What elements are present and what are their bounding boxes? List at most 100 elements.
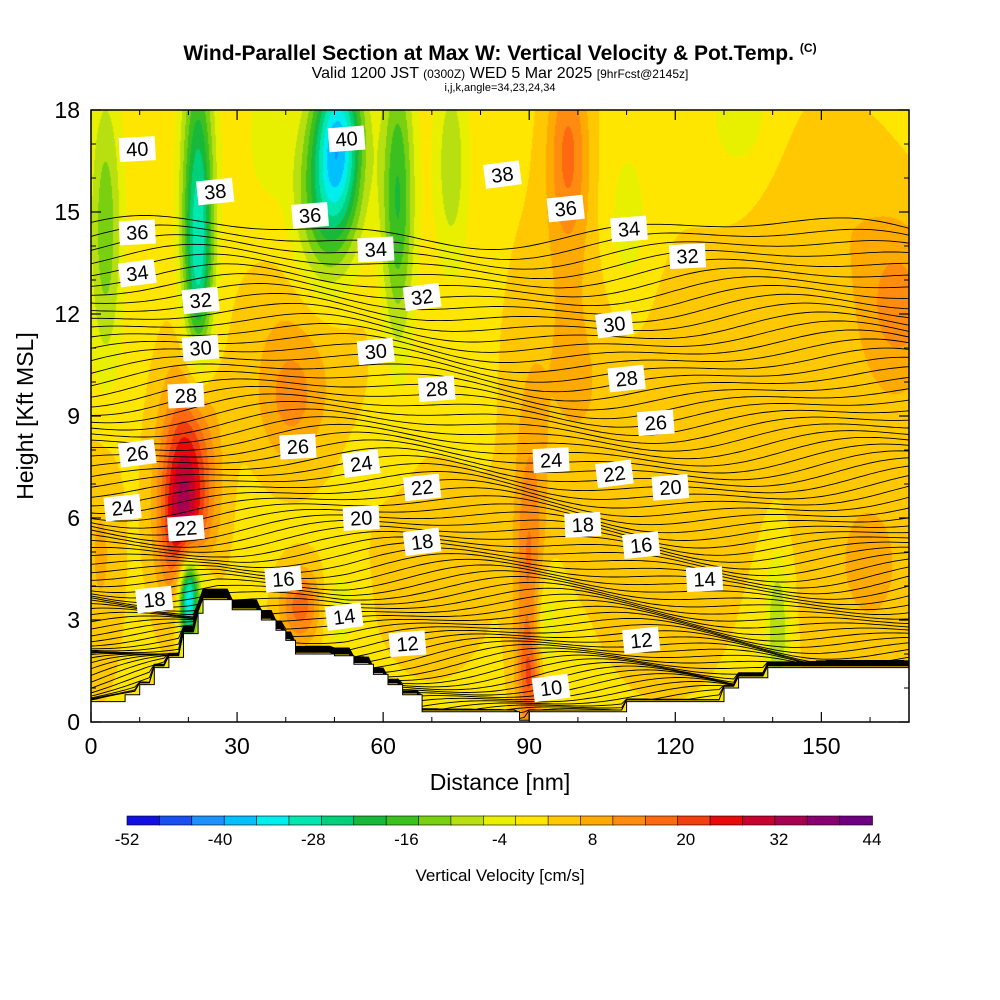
theta-label-text: 18 — [142, 588, 166, 612]
theta-label-text: 24 — [110, 497, 134, 521]
theta-label: 38 — [482, 160, 522, 189]
colorbar-swatch — [839, 815, 873, 826]
isentrope-line — [91, 385, 909, 420]
colorbar-swatch — [321, 815, 355, 826]
theta-label: 20 — [651, 474, 690, 501]
y-tick-label: 9 — [67, 403, 80, 429]
theta-label-text: 32 — [676, 246, 699, 269]
theta-label-box — [622, 626, 661, 655]
theta-label-box — [324, 602, 364, 631]
theta-label-box — [531, 673, 571, 703]
colorbar-swatch — [223, 815, 258, 826]
isentrope-line — [91, 479, 909, 515]
colorbar: -52 -40 -28 -16 -4 8 20 32 44 — [115, 815, 882, 849]
isentrope-line — [91, 525, 909, 556]
x-axis-label: Distance [nm] — [430, 769, 571, 795]
theta-label-box — [279, 433, 317, 460]
theta-label-text: 22 — [410, 476, 434, 500]
isentrope-line — [91, 487, 909, 522]
theta-label: 10 — [531, 673, 571, 703]
isentrope-line — [91, 263, 909, 298]
theta-label-text: 28 — [614, 367, 638, 391]
colorbar-swatch — [191, 815, 225, 826]
theta-label-box — [388, 630, 427, 658]
colorbar-swatch — [612, 815, 647, 826]
theta-label-text: 20 — [659, 477, 683, 501]
theta-label-text: 12 — [396, 633, 420, 657]
theta-label: 34 — [357, 236, 395, 263]
x-tick-label: 30 — [224, 733, 250, 759]
theta-label-box — [181, 286, 220, 315]
colorbar-swatch — [256, 815, 290, 826]
isentrope-line — [91, 408, 909, 444]
colorbar-label: Vertical Velocity [cm/s] — [415, 866, 584, 885]
isentrope-line — [91, 564, 909, 600]
x-tick-label: 120 — [656, 733, 694, 759]
colorbar-tick-label: 20 — [676, 830, 695, 849]
theta-label-box — [594, 459, 634, 489]
main-title: Wind-Parallel Section at Max W: Vertical… — [183, 41, 817, 65]
theta-label-text: 14 — [693, 569, 716, 592]
theta-label: 20 — [342, 505, 380, 531]
theta-label-box — [668, 243, 707, 270]
colorbar-swatch — [709, 815, 744, 826]
colorbar-swatch — [742, 815, 776, 826]
theta-label: 26 — [117, 439, 157, 468]
theta-label: 24 — [341, 449, 381, 478]
colorbar-swatch — [418, 815, 452, 826]
chart-titles: Wind-Parallel Section at Max W: Vertical… — [0, 36, 1000, 94]
theta-label: 40 — [327, 125, 366, 153]
colorbar-swatch — [547, 815, 582, 826]
theta-label-box — [196, 177, 235, 206]
theta-label-text: 30 — [189, 337, 213, 361]
isentrope-line — [91, 581, 909, 616]
theta-label-box — [417, 375, 456, 403]
isentrope-line — [91, 243, 909, 280]
colorbar-tick-label: 8 — [588, 830, 597, 849]
theta-label-text: 24 — [539, 450, 562, 473]
isentrope-line — [91, 431, 909, 467]
colorbar-swatch — [677, 815, 711, 826]
isentrope-line — [91, 366, 909, 402]
theta-label: 22 — [167, 514, 205, 542]
theta-label-text: 32 — [410, 286, 435, 311]
isentrope-line — [91, 356, 909, 393]
colorbar-tick-label: -4 — [492, 830, 507, 849]
colorbar-tick-label: 44 — [863, 830, 882, 849]
theta-label: 36 — [546, 194, 585, 223]
theta-label: 28 — [607, 364, 646, 393]
isentrope-line — [91, 329, 909, 363]
theta-label-box — [167, 382, 205, 409]
copyright-mark: (C) — [799, 41, 817, 55]
theta-label: 32 — [668, 243, 707, 270]
theta-label: 36 — [118, 219, 156, 246]
theta-label: 18 — [564, 511, 602, 538]
isentrope-line — [91, 215, 909, 250]
theta-label: 26 — [636, 409, 675, 437]
theta-label-text: 36 — [298, 205, 322, 229]
theta-label: 12 — [388, 630, 427, 658]
colorbar-tick-label: -16 — [394, 830, 419, 849]
isentrope-line — [91, 234, 909, 270]
theta-label-text: 36 — [554, 197, 578, 221]
colorbar-swatch — [353, 815, 387, 826]
isentrope-line — [91, 542, 909, 577]
isentrope-line — [91, 401, 909, 436]
theta-label-text: 38 — [203, 180, 227, 204]
theta-label-text: 18 — [571, 514, 594, 537]
colorbar-swatch — [288, 815, 323, 826]
isentrope-line — [91, 302, 909, 332]
colorbar-swatch — [450, 815, 485, 826]
theta-label: 22 — [402, 473, 442, 502]
theta-label: 30 — [594, 309, 634, 339]
isentrope-line — [91, 224, 909, 260]
isentrope-line — [91, 376, 909, 411]
isentrope-line — [91, 547, 909, 583]
theta-label-text: 16 — [271, 568, 295, 592]
theta-label-text: 12 — [629, 629, 653, 653]
x-axis-ticks: 0 30 60 90 120 150 — [85, 110, 871, 759]
theta-label: 28 — [167, 382, 205, 409]
theta-label-box — [610, 215, 648, 243]
theta-label: 16 — [264, 565, 303, 593]
